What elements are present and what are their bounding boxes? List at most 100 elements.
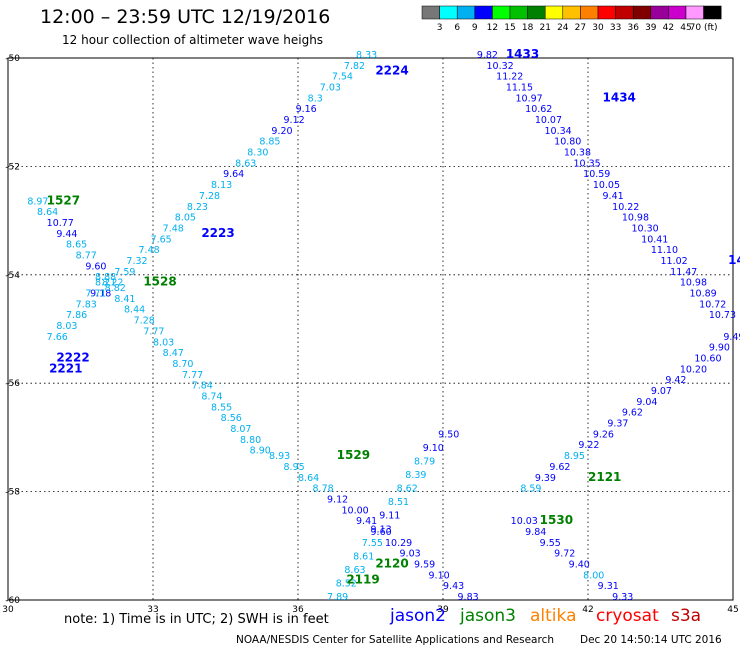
swh-value: 10.22 xyxy=(612,202,639,213)
swh-value: 8.56 xyxy=(221,413,242,424)
swh-value: 8.61 xyxy=(353,551,374,562)
x-tick-label: 45 xyxy=(727,605,738,615)
pass-label: 1530 xyxy=(540,513,573,527)
swh-value: 9.55 xyxy=(540,538,561,549)
colorbar-label: 39 xyxy=(645,23,657,33)
swh-value: 8.95 xyxy=(564,451,585,462)
swh-value: 9.26 xyxy=(593,429,614,440)
y-tick-label: -52 xyxy=(5,162,20,172)
swh-value: 11.15 xyxy=(506,83,533,94)
colorbar-swatch xyxy=(703,5,722,20)
swh-value: 8.77 xyxy=(76,251,97,262)
swh-value: 9.49 xyxy=(723,332,740,343)
pass-label: 1528 xyxy=(143,275,176,289)
swh-value: 7.77 xyxy=(182,370,203,381)
swh-value: 9.10 xyxy=(423,443,444,454)
y-tick-label: -56 xyxy=(5,379,20,389)
swh-value: 10.30 xyxy=(632,223,659,234)
swh-value: 10.00 xyxy=(342,505,369,516)
map-frame xyxy=(7,57,734,601)
swh-value: 8.64 xyxy=(37,207,58,218)
swh-value: 8.93 xyxy=(269,451,290,462)
x-tick-label: 30 xyxy=(2,605,14,615)
swh-value: 9.64 xyxy=(223,169,244,180)
swh-value: 10.07 xyxy=(535,115,562,126)
swh-value: 8.33 xyxy=(356,50,377,61)
swh-value: 9.13 xyxy=(371,524,392,535)
swh-value: 9.44 xyxy=(56,229,77,240)
swh-value: 10.80 xyxy=(554,137,581,148)
y-tick-label: -60 xyxy=(5,596,20,606)
colorbar-label: 42 xyxy=(663,23,674,33)
colorbar-label: 36 xyxy=(627,23,639,33)
x-tick-label: 39 xyxy=(437,605,449,615)
swh-value: 8.78 xyxy=(313,484,334,495)
colorbar-label: 45 xyxy=(680,23,691,33)
swh-value: 11.22 xyxy=(496,72,523,83)
x-tick-label: 36 xyxy=(292,605,304,615)
swh-value: 8.21 xyxy=(95,278,116,289)
swh-value: 9.43 xyxy=(443,581,464,592)
swh-value: 9.50 xyxy=(438,429,459,440)
swh-value: 8.74 xyxy=(201,391,222,402)
swh-value: 8.44 xyxy=(124,305,145,316)
swh-value: 8.64 xyxy=(298,473,319,484)
pass-label: 1434 xyxy=(603,90,636,104)
swh-value: 9.60 xyxy=(85,261,106,272)
swh-value: 11.02 xyxy=(661,256,688,267)
swh-value: 8.62 xyxy=(397,484,418,495)
swh-value: 9.62 xyxy=(549,462,570,473)
swh-value: 10.32 xyxy=(487,61,514,72)
satellite-cryosat: cryosat xyxy=(596,606,659,626)
swh-value: 8.70 xyxy=(172,359,193,370)
swh-value: 8.79 xyxy=(414,457,435,468)
swh-value: 9.72 xyxy=(554,549,575,560)
swh-value: 10.20 xyxy=(680,364,707,375)
swh-value: 9.60 xyxy=(371,527,392,538)
colorbar-label: 24 xyxy=(557,23,569,33)
swh-value: 7.71 xyxy=(85,288,106,299)
swh-value: 9.04 xyxy=(636,397,657,408)
swh-value: 10.03 xyxy=(511,516,538,527)
x-tick-label: 33 xyxy=(147,605,158,615)
swh-value: 7.77 xyxy=(143,326,164,337)
swh-value: 7.48 xyxy=(139,245,160,256)
swh-value: 10.73 xyxy=(709,310,736,321)
swh-value: 9.20 xyxy=(271,126,292,137)
y-tick-label: -58 xyxy=(5,488,20,498)
swh-value: 8.80 xyxy=(240,435,261,446)
swh-value: 9.41 xyxy=(356,516,377,527)
swh-value: 8.51 xyxy=(388,497,409,508)
swh-value: 9.12 xyxy=(284,115,305,126)
swh-value: 7.66 xyxy=(47,332,68,343)
swh-value: 10.89 xyxy=(690,288,717,299)
satellite-altika: altika xyxy=(530,606,577,626)
satellite-jason3: jason3 xyxy=(460,606,516,626)
swh-value: 9.03 xyxy=(400,549,421,560)
colorbar-label: 33 xyxy=(610,23,621,33)
chart-subtitle: 12 hour collection of altimeter wave hei… xyxy=(62,33,324,47)
pass-label: 1435 xyxy=(728,253,740,267)
swh-value: 8.3 xyxy=(308,93,323,104)
swh-value: 9.41 xyxy=(603,191,624,202)
x-tick-label: 42 xyxy=(582,605,593,615)
footer-credit: NOAA/NESDIS Center for Satellite Applica… xyxy=(236,634,554,646)
swh-value: 10.72 xyxy=(699,299,726,310)
swh-value: 8.22 xyxy=(102,278,123,289)
swh-value: 10.77 xyxy=(47,218,74,229)
swh-value: 8.52 xyxy=(336,578,357,589)
swh-value: 9.42 xyxy=(665,375,686,386)
swh-value: 10.97 xyxy=(516,93,543,104)
swh-value: 8.88 xyxy=(95,272,116,283)
swh-value: 7.65 xyxy=(151,234,172,245)
swh-value: 8.82 xyxy=(105,283,126,294)
swh-value: 9.33 xyxy=(612,592,633,603)
swh-value: 9.90 xyxy=(709,343,730,354)
swh-value: 10.41 xyxy=(641,234,668,245)
swh-value: 7.83 xyxy=(76,299,97,310)
swh-value: 10.60 xyxy=(694,354,721,365)
swh-value: 7.55 xyxy=(362,538,383,549)
swh-value: 7.82 xyxy=(344,61,365,72)
colorbar-label: 3 xyxy=(437,23,443,33)
